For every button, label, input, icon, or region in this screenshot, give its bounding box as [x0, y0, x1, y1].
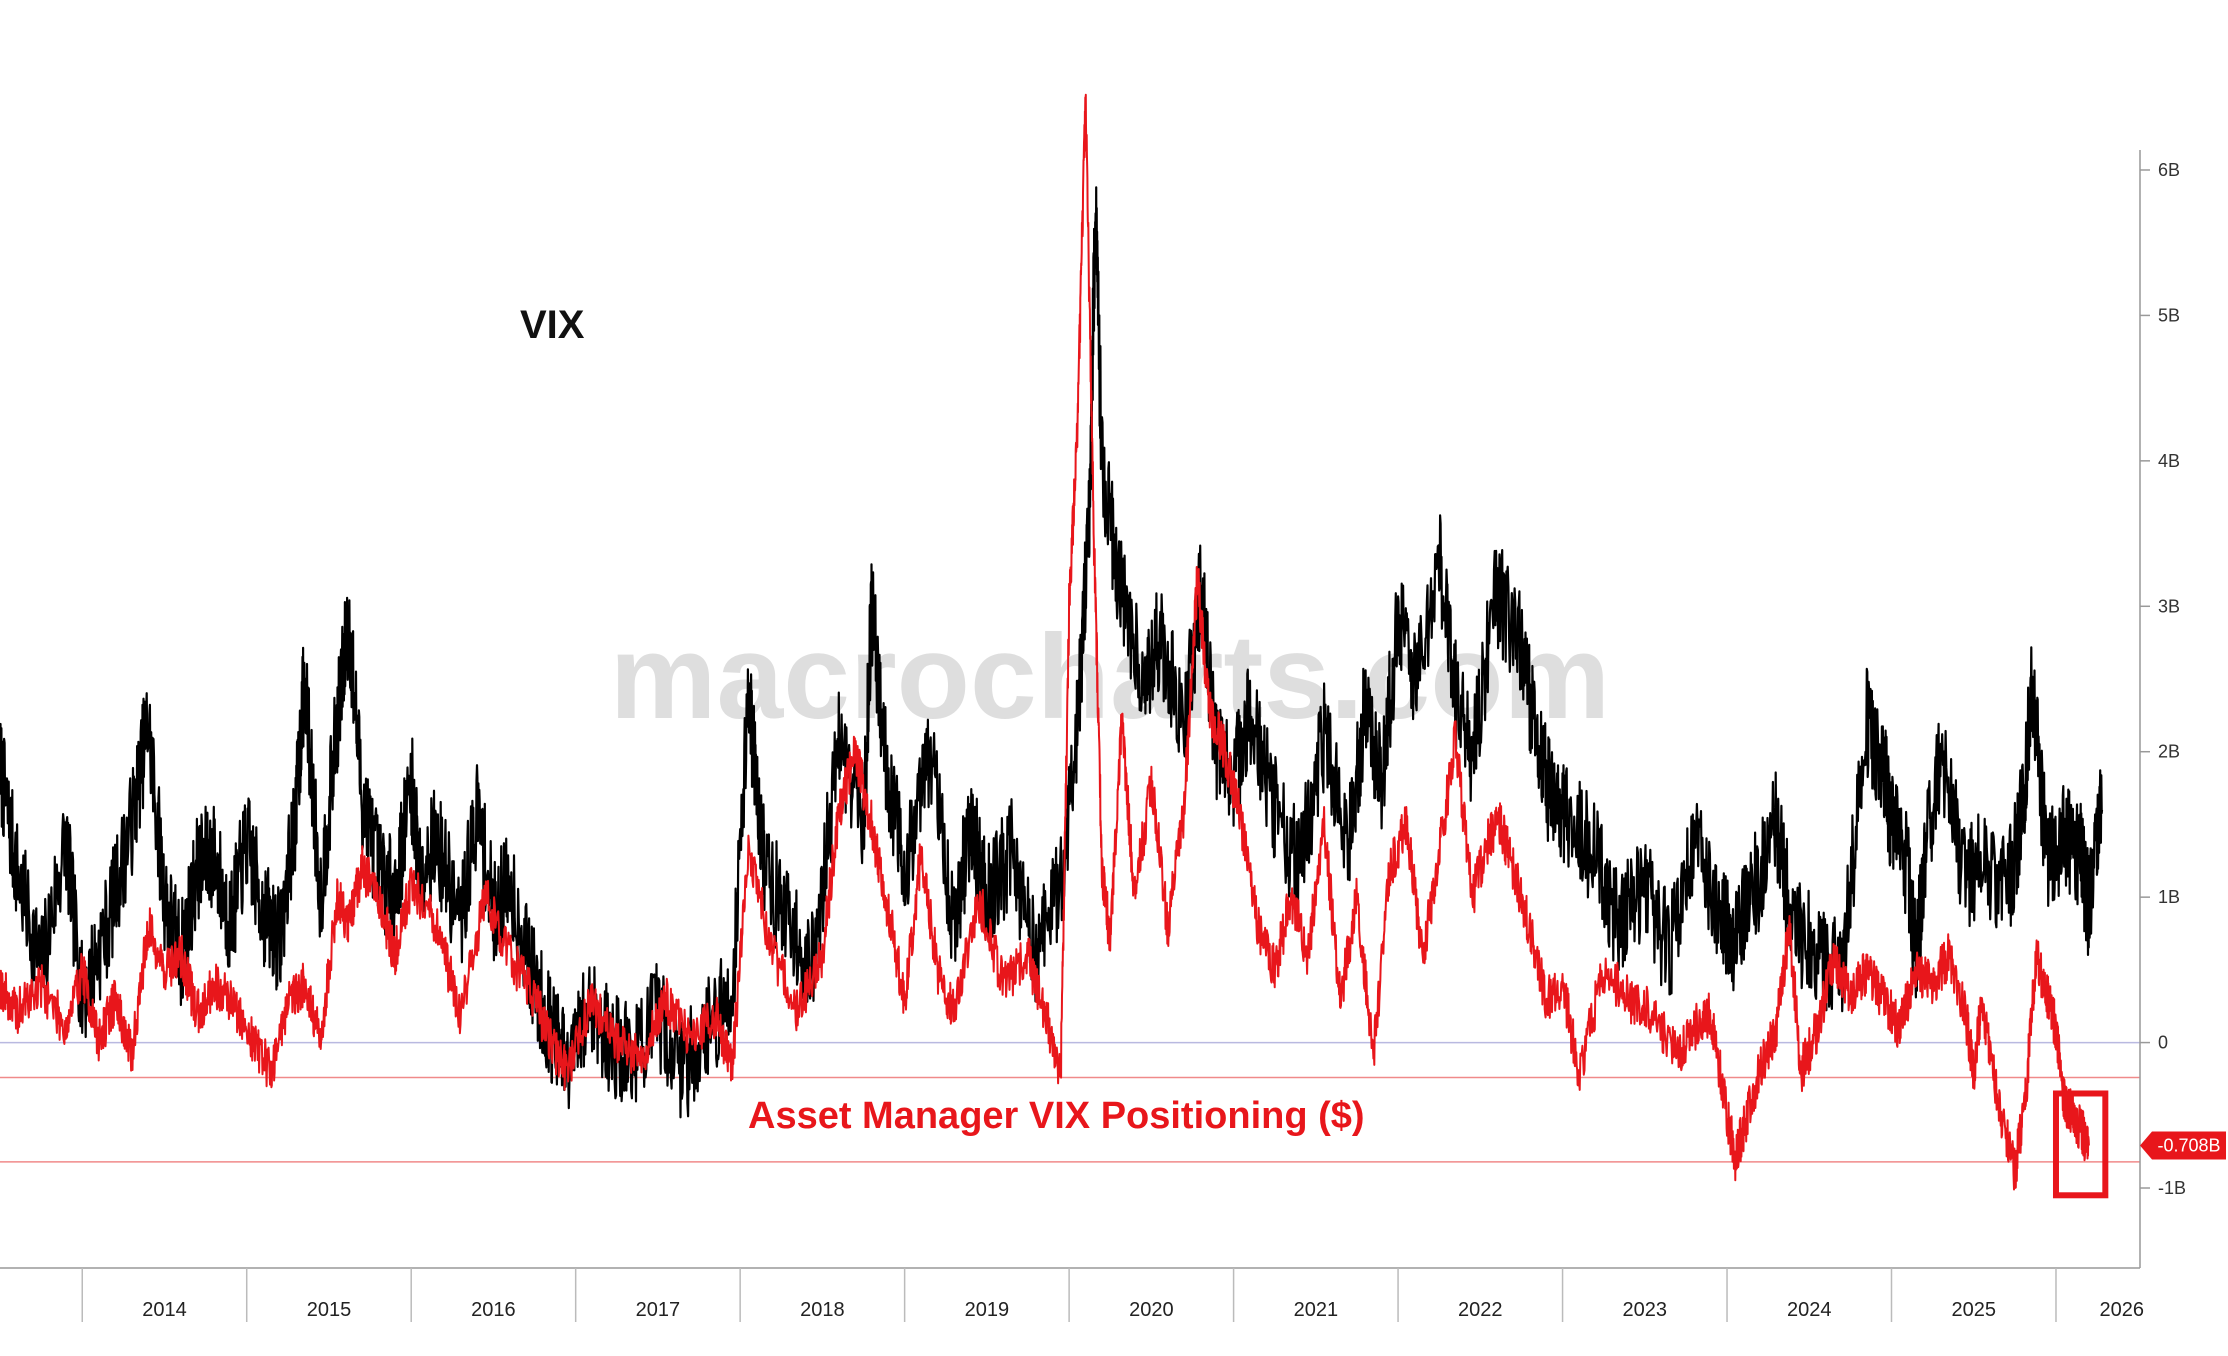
- x-tick-label: 2025: [1951, 1299, 1996, 1321]
- x-tick-label: 2024: [1787, 1299, 1832, 1321]
- reference-lines: [0, 1041, 2140, 1163]
- y-tick-label: 2B: [2158, 742, 2180, 762]
- vix-line: [0, 186, 2104, 1119]
- vix-series-label: VIX: [520, 303, 585, 347]
- last-value-badge: -0.708B: [2140, 1131, 2226, 1160]
- highlight-box: [2052, 1090, 2109, 1199]
- last-value-badge-shape: [2140, 1131, 2226, 1160]
- x-tick-label: 2018: [800, 1299, 845, 1321]
- x-axis-ticks: 2014 2015 2016 2017 2018 2019 2020 2021 2022 2023…: [81, 1268, 2145, 1322]
- last-value-label: -0.708B: [2157, 1136, 2220, 1156]
- series-group: [0, 93, 2104, 1191]
- positioning-line: [0, 93, 2090, 1191]
- y-tick-label: 6B: [2158, 160, 2180, 180]
- y-tick-label: 4B: [2158, 451, 2180, 471]
- watermark: macrocharts.com: [610, 610, 1610, 744]
- x-tick-label: 2016: [471, 1299, 516, 1321]
- x-tick-label: 2021: [1294, 1299, 1339, 1321]
- y-tick-label: 3B: [2158, 596, 2180, 616]
- x-tick-label: 2022: [1458, 1299, 1503, 1321]
- y-tick-label: 5B: [2158, 305, 2180, 325]
- y-tick-label: 0: [2158, 1033, 2168, 1053]
- x-tick-label: 2014: [142, 1299, 187, 1321]
- x-tick-label: 2017: [636, 1299, 681, 1321]
- y-tick-label: -1B: [2158, 1178, 2186, 1198]
- y-tick-label: 1B: [2158, 887, 2180, 907]
- x-tick-label: 2023: [1623, 1299, 1668, 1321]
- x-tick-label: 2019: [965, 1299, 1010, 1321]
- x-tick-label: 2020: [1129, 1299, 1174, 1321]
- y-axis-ticks: 6B 5B 4B 3B 2B 1B 0 -1B: [2140, 160, 2186, 1198]
- positioning-series-label: Asset Manager VIX Positioning ($): [748, 1095, 1365, 1137]
- x-tick-label: 2026: [2100, 1299, 2145, 1321]
- x-tick-label: 2015: [307, 1299, 352, 1321]
